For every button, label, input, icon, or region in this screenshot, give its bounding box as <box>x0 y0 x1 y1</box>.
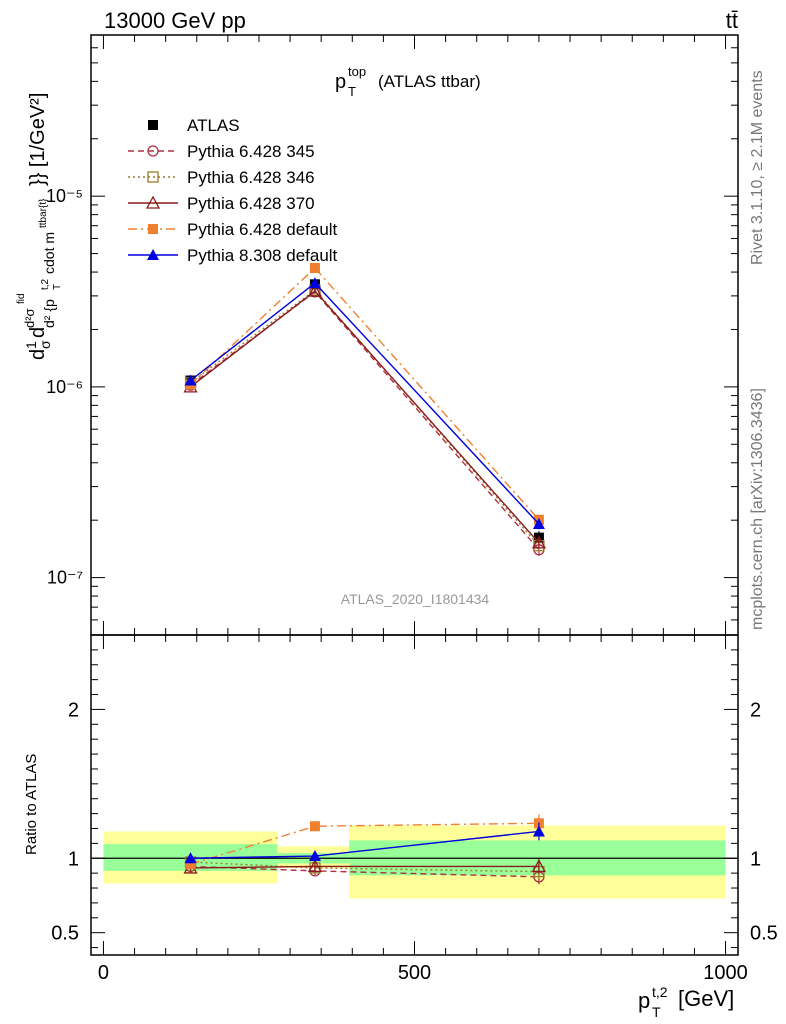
svg-text:t,2: t,2 <box>652 984 668 1000</box>
svg-text:}} [1/GeV²]: }} [1/GeV²] <box>27 93 49 186</box>
legend-label-2: Pythia 6.428 346 <box>187 168 315 187</box>
main-series-line-5 <box>190 282 540 525</box>
svg-text:p: p <box>335 71 346 93</box>
ratio-point-4-0 <box>184 852 197 864</box>
main-series-line-3 <box>190 290 540 544</box>
ratio-series-line-1 <box>190 861 539 873</box>
svg-text:cdot m: cdot m <box>41 232 57 274</box>
ratio-point-4-1 <box>308 850 321 862</box>
main-y-tick-label-2: 10⁻⁵ <box>46 186 83 206</box>
ratio-y-tick-label-right-2: 2 <box>750 699 761 721</box>
main-point-4-1 <box>309 263 320 274</box>
svg-text:ttbar{t}: ttbar{t} <box>38 198 49 228</box>
main-y-axis-label: d 1 σ d d²σ fid d² {p t,2 T cdot m ttbar… <box>16 93 63 360</box>
legend-label-3: Pythia 6.428 370 <box>187 194 315 213</box>
ratio-y-tick-label-0: 0.5 <box>51 923 79 945</box>
legend-marker-4 <box>148 224 158 234</box>
svg-text:top: top <box>348 64 366 79</box>
main-point-3-2 <box>531 535 547 549</box>
header-right: tt̄ <box>726 8 738 33</box>
main-y-tick-label-0: 10⁻⁷ <box>47 568 83 588</box>
legend-label-0: ATLAS <box>187 116 240 135</box>
main-point-5-0 <box>184 374 197 386</box>
x-tick-label-0: 0 <box>98 962 109 984</box>
legend-marker-2 <box>147 171 159 183</box>
legend-label-5: Pythia 8.308 default <box>187 246 338 265</box>
svg-text:(ATLAS ttbar): (ATLAS ttbar) <box>378 72 481 91</box>
ratio-y-tick-label-right-1: 1 <box>750 848 761 870</box>
ratio-y-tick-label-right-0: 0.5 <box>750 923 778 945</box>
svg-text:[GeV]: [GeV] <box>678 986 734 1011</box>
ratio-point-3-1 <box>309 821 320 832</box>
legend-marker-0 <box>148 120 158 130</box>
rivet-version-label: Rivet 3.1.10, ≥ 2.1M events <box>749 70 766 265</box>
ratio-point-2-1 <box>307 859 323 873</box>
main-series-line-1 <box>190 290 540 551</box>
svg-text:d² {p: d² {p <box>41 299 57 328</box>
main-series-line-2 <box>190 289 540 547</box>
svg-text:d: d <box>27 349 49 360</box>
main-title: p top T (ATLAS ttbar) <box>335 64 481 99</box>
ratio-frame <box>90 634 739 956</box>
ratio-point-3-0 <box>185 859 196 870</box>
legend-marker-1 <box>147 145 159 157</box>
header-left: 13000 GeV pp <box>104 8 246 33</box>
ratio-y-axis-label: Ratio to ATLAS <box>23 754 40 855</box>
svg-text:T: T <box>52 284 63 290</box>
svg-text:d²σ: d²σ <box>22 308 37 328</box>
main-plot-area: 10⁻⁷ 10⁻⁶ 10⁻⁵ <box>46 34 739 955</box>
svg-text:fid: fid <box>16 293 27 304</box>
ratio-series-line-3 <box>190 822 539 865</box>
legend-marker-3 <box>145 195 161 209</box>
svg-text:1: 1 <box>23 341 39 349</box>
ratio-point-4-2 <box>532 825 545 837</box>
legend: ATLAS Pythia 6.428 345 Pythia 6.428 346 Pyt… <box>128 116 338 265</box>
svg-text:d: d <box>27 327 49 338</box>
main-point-3-1 <box>307 283 323 297</box>
x-tick-label-2: 1000 <box>703 962 748 984</box>
main-point-5-2 <box>532 517 545 529</box>
x-axis-label: p t,2 T [GeV] <box>638 984 734 1020</box>
svg-text:σ: σ <box>37 340 53 349</box>
svg-text:T: T <box>652 1004 661 1020</box>
ratio-y-tick-label-2: 2 <box>68 699 79 721</box>
main-series-line-4 <box>190 267 540 521</box>
legend-marker-5 <box>147 249 159 260</box>
mcplots-label: mcplots.cern.ch [arXiv:1306.3436] <box>749 388 766 630</box>
x-tick-label-1: 500 <box>398 962 431 984</box>
main-y-tick-label-1: 10⁻⁶ <box>46 377 83 397</box>
main-point-5-1 <box>308 277 321 289</box>
ratio-point-2-2 <box>531 859 547 873</box>
legend-label-1: Pythia 6.428 345 <box>187 142 315 161</box>
svg-text:T: T <box>348 84 356 99</box>
svg-text:p: p <box>638 988 650 1013</box>
legend-label-4: Pythia 6.428 default <box>187 220 338 239</box>
analysis-watermark: ATLAS_2020_I1801434 <box>341 591 490 607</box>
ratio-y-tick-label-1: 1 <box>68 848 79 870</box>
svg-text:t,2: t,2 <box>40 278 51 290</box>
